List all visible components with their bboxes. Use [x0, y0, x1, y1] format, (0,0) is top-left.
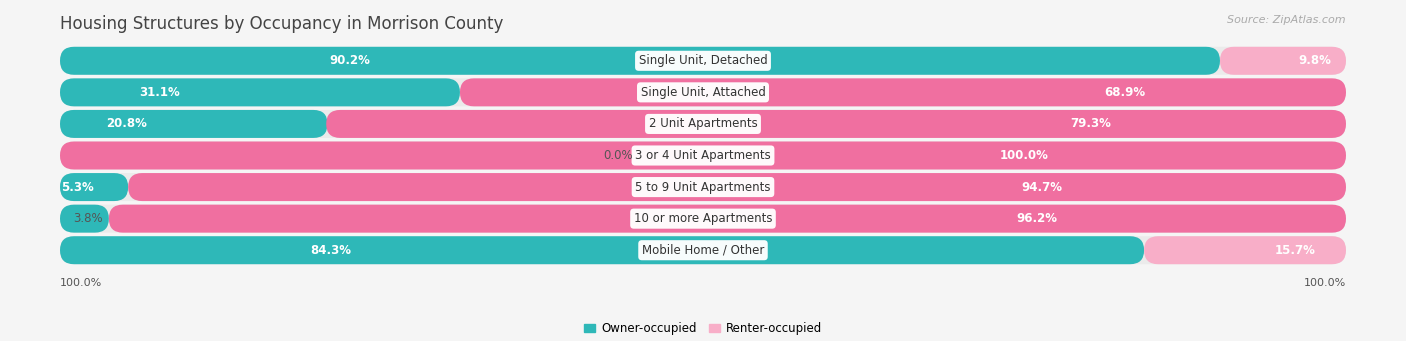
- Text: 94.7%: 94.7%: [1021, 181, 1062, 194]
- FancyBboxPatch shape: [60, 173, 1346, 201]
- FancyBboxPatch shape: [60, 47, 1220, 75]
- FancyBboxPatch shape: [60, 142, 1346, 169]
- FancyBboxPatch shape: [60, 205, 108, 233]
- FancyBboxPatch shape: [60, 78, 460, 106]
- Text: 9.8%: 9.8%: [1298, 54, 1331, 67]
- Text: 0.0%: 0.0%: [603, 149, 633, 162]
- Text: 3.8%: 3.8%: [73, 212, 103, 225]
- Text: 96.2%: 96.2%: [1017, 212, 1057, 225]
- FancyBboxPatch shape: [108, 205, 1346, 233]
- Text: 100.0%: 100.0%: [1303, 278, 1346, 288]
- Text: 5 to 9 Unit Apartments: 5 to 9 Unit Apartments: [636, 181, 770, 194]
- Legend: Owner-occupied, Renter-occupied: Owner-occupied, Renter-occupied: [583, 322, 823, 335]
- Text: 31.1%: 31.1%: [139, 86, 180, 99]
- Text: 2 Unit Apartments: 2 Unit Apartments: [648, 117, 758, 130]
- Text: 5.3%: 5.3%: [60, 181, 93, 194]
- FancyBboxPatch shape: [60, 205, 1346, 233]
- Text: Single Unit, Detached: Single Unit, Detached: [638, 54, 768, 67]
- Text: Housing Structures by Occupancy in Morrison County: Housing Structures by Occupancy in Morri…: [60, 15, 503, 33]
- Text: 100.0%: 100.0%: [60, 278, 103, 288]
- FancyBboxPatch shape: [60, 110, 328, 138]
- FancyBboxPatch shape: [128, 173, 1346, 201]
- FancyBboxPatch shape: [60, 78, 1346, 106]
- Text: 79.3%: 79.3%: [1070, 117, 1112, 130]
- Text: 84.3%: 84.3%: [311, 244, 352, 257]
- FancyBboxPatch shape: [60, 236, 1144, 264]
- Text: Mobile Home / Other: Mobile Home / Other: [641, 244, 765, 257]
- FancyBboxPatch shape: [460, 78, 1346, 106]
- FancyBboxPatch shape: [60, 142, 1346, 169]
- Text: Source: ZipAtlas.com: Source: ZipAtlas.com: [1227, 15, 1346, 25]
- Text: 10 or more Apartments: 10 or more Apartments: [634, 212, 772, 225]
- FancyBboxPatch shape: [326, 110, 1346, 138]
- Text: 90.2%: 90.2%: [329, 54, 370, 67]
- FancyBboxPatch shape: [60, 47, 1346, 75]
- Text: 15.7%: 15.7%: [1275, 244, 1316, 257]
- Text: Single Unit, Attached: Single Unit, Attached: [641, 86, 765, 99]
- FancyBboxPatch shape: [60, 236, 1346, 264]
- FancyBboxPatch shape: [1144, 236, 1346, 264]
- FancyBboxPatch shape: [60, 173, 128, 201]
- FancyBboxPatch shape: [60, 110, 1346, 138]
- FancyBboxPatch shape: [1220, 47, 1346, 75]
- Text: 68.9%: 68.9%: [1104, 86, 1144, 99]
- Text: 3 or 4 Unit Apartments: 3 or 4 Unit Apartments: [636, 149, 770, 162]
- Text: 100.0%: 100.0%: [1000, 149, 1049, 162]
- Text: 20.8%: 20.8%: [107, 117, 148, 130]
